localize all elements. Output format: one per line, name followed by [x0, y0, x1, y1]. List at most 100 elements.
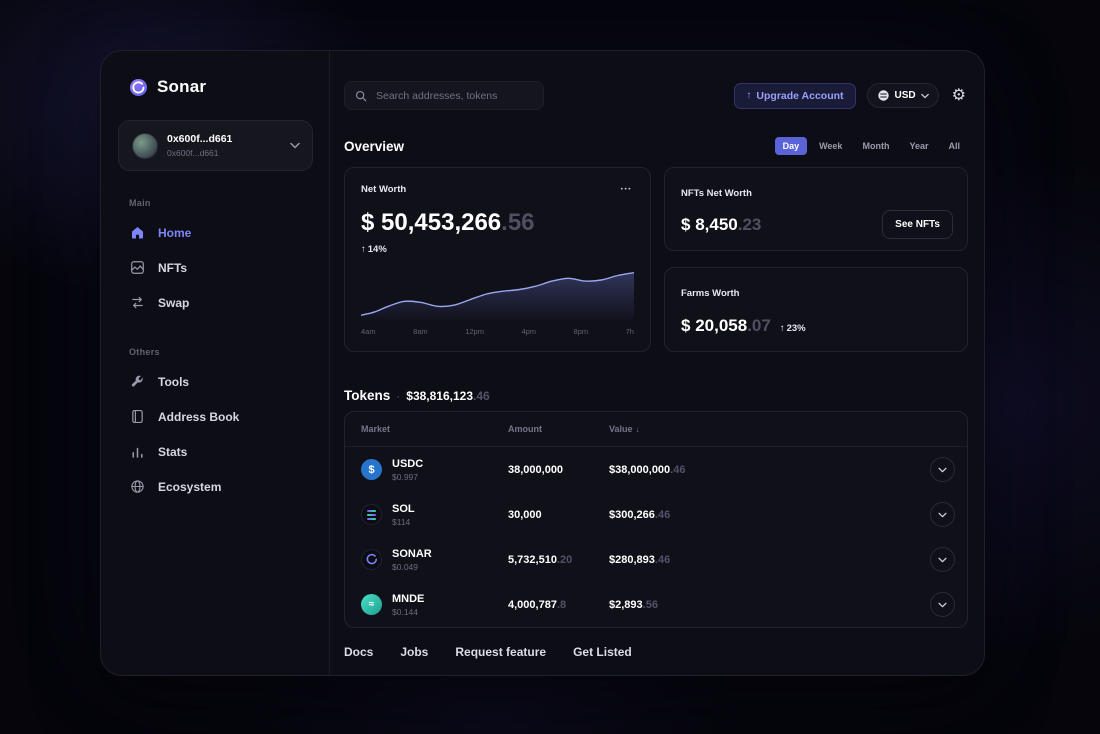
farms-worth-change: ↑ 23%	[780, 323, 806, 334]
overview-cards: Net Worth ••• $ 50,453,266.56 ↑ 14%	[344, 167, 968, 352]
coin-icon	[877, 89, 890, 102]
token-symbol-price: SONAR $0.049	[392, 548, 432, 572]
amount-integer: 5,732,510	[508, 553, 557, 566]
token-value: $300,266.46	[609, 509, 915, 521]
nav-label: NFTs	[158, 260, 188, 275]
value-decimal: .46	[670, 463, 686, 476]
tokens-table: Market Amount Value ↓ $ USDC	[344, 411, 968, 628]
token-amount: 38,000,000	[508, 464, 609, 476]
value-integer: $2,893	[609, 598, 643, 611]
filter-week[interactable]: Week	[811, 137, 850, 155]
wallet-name: 0x600f...d661	[167, 133, 233, 145]
settings-gear-icon[interactable]: ⚙	[951, 86, 966, 104]
table-row-usdc[interactable]: $ USDC $0.997 38,000,000 $38,000,000.46	[345, 447, 967, 492]
total-decimal: .46	[473, 388, 490, 403]
table-row-mnde[interactable]: ≈ MNDE $0.144 4,000,787.8 $2,893.56	[345, 582, 967, 627]
x-tick: 4am	[361, 327, 376, 336]
expand-row-button[interactable]	[930, 592, 955, 617]
column-value[interactable]: Value ↓	[609, 424, 915, 434]
footer-link-docs[interactable]: Docs	[344, 645, 374, 659]
token-symbol-price: MNDE $0.144	[392, 593, 424, 617]
nav-label: Tools	[158, 374, 190, 389]
amount-integer: 20,058	[695, 316, 748, 335]
value-decimal: .46	[654, 553, 671, 566]
token-market-cell: ≈ MNDE $0.144	[361, 593, 508, 617]
sonar-logo-icon	[129, 78, 148, 97]
sidebar-section-main-label: Main	[129, 198, 151, 208]
column-market: Market	[361, 424, 391, 434]
nfts-net-worth-row: $ 8,450.23 See NFTs	[681, 210, 953, 239]
net-worth-change: ↑ 14%	[361, 244, 634, 255]
tokens-title: Tokens	[344, 388, 391, 403]
filter-all[interactable]: All	[940, 137, 968, 155]
sidebar-item-swap[interactable]: Swap	[101, 285, 329, 320]
app-logo: Sonar	[101, 77, 329, 97]
currency-selector[interactable]: USD	[866, 83, 939, 108]
farms-worth-card: Farms Worth $ 20,058.07 ↑ 23%	[664, 267, 968, 352]
wallet-address: 0x600f...d661	[167, 148, 219, 158]
sidebar-item-home[interactable]: Home	[101, 215, 329, 250]
main-area: ↑ Upgrade Account USD ⚙	[330, 51, 984, 675]
sidebar-item-nfts[interactable]: NFTs	[101, 250, 329, 285]
topbar-right: ↑ Upgrade Account USD ⚙	[734, 82, 968, 109]
filter-month[interactable]: Month	[854, 137, 897, 155]
token-price: $0.144	[392, 606, 418, 617]
expand-row-button[interactable]	[930, 457, 955, 482]
change-value: 14%	[367, 244, 387, 255]
footer-link-get-listed[interactable]: Get Listed	[573, 645, 632, 659]
see-nfts-button[interactable]: See NFTs	[882, 210, 953, 239]
filter-day[interactable]: Day	[774, 137, 808, 155]
token-amount: 30,000	[508, 509, 609, 521]
more-options-button[interactable]: •••	[619, 182, 634, 197]
chevron-down-icon	[920, 93, 929, 99]
sort-descending-icon: ↓	[635, 424, 640, 434]
expand-row-button[interactable]	[930, 547, 955, 572]
token-amount: 4,000,787.8	[508, 599, 609, 611]
arrow-up-icon: ↑	[746, 90, 752, 101]
token-price: $0.997	[392, 471, 418, 482]
amount-decimal: .8	[556, 598, 567, 611]
table-row-sol[interactable]: SOL $114 30,000 $300,266.46	[345, 492, 967, 537]
token-symbol: USDC	[392, 457, 424, 470]
token-amount: 5,732,510.20	[508, 554, 609, 566]
footer-links: Docs Jobs Request feature Get Listed	[344, 645, 968, 659]
book-icon	[129, 408, 146, 425]
search-input[interactable]	[374, 88, 533, 103]
sidebar-nav-others: Tools Address Book Stats	[101, 364, 329, 504]
tokens-total: $38,816,123.46	[406, 389, 489, 403]
tokens-header: Tokens · $38,816,123.46	[344, 388, 968, 403]
token-value: $280,893.46	[609, 554, 915, 566]
wallet-avatar	[132, 132, 158, 159]
net-worth-card: Net Worth ••• $ 50,453,266.56 ↑ 14%	[344, 167, 651, 352]
sonar-token-icon	[361, 549, 382, 570]
footer-link-request-feature[interactable]: Request feature	[455, 645, 547, 659]
wallet-selector[interactable]: 0x600f...d661 0x600f...d661	[118, 120, 313, 171]
token-price: $114	[392, 516, 411, 527]
timeframe-filters: Day Week Month Year All	[774, 137, 968, 155]
value-decimal: .46	[654, 508, 671, 521]
footer-link-jobs[interactable]: Jobs	[400, 645, 429, 659]
farms-worth-label: Farms Worth	[681, 288, 740, 299]
search-icon	[355, 90, 367, 102]
currency-label: USD	[894, 90, 916, 101]
sidebar-item-address-book[interactable]: Address Book	[101, 399, 329, 434]
token-symbol: MNDE	[392, 592, 425, 605]
search-box[interactable]	[344, 81, 544, 110]
upgrade-account-button[interactable]: ↑ Upgrade Account	[734, 82, 856, 109]
nav-label: Home	[158, 225, 192, 240]
sidebar-item-tools[interactable]: Tools	[101, 364, 329, 399]
usdc-token-icon: $	[361, 459, 382, 480]
amount-integer: 4,000,787	[508, 598, 557, 611]
x-tick: 12pm	[465, 327, 484, 336]
expand-row-button[interactable]	[930, 502, 955, 527]
table-row-sonar[interactable]: SONAR $0.049 5,732,510.20 $280,893.46	[345, 537, 967, 582]
column-amount: Amount	[508, 424, 542, 434]
sidebar-item-stats[interactable]: Stats	[101, 434, 329, 469]
sidebar-item-ecosystem[interactable]: Ecosystem	[101, 469, 329, 504]
filter-year[interactable]: Year	[901, 137, 936, 155]
value-integer: $280,893	[609, 553, 655, 566]
separator-dot: ·	[396, 388, 401, 403]
table-header: Market Amount Value ↓	[345, 412, 967, 447]
sidebar-nav-main: Home NFTs Swap	[101, 215, 329, 320]
home-icon	[129, 224, 146, 241]
